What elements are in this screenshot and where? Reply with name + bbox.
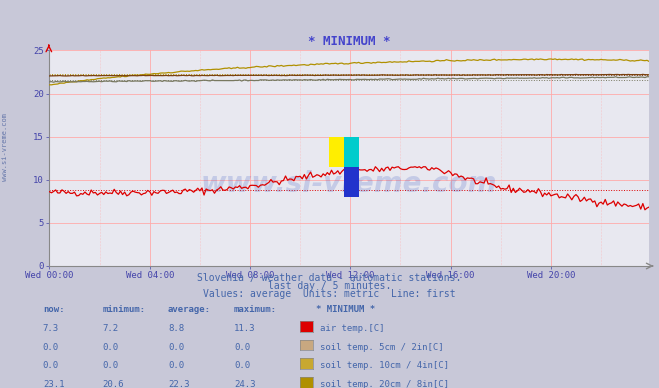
Text: 24.3: 24.3 bbox=[234, 380, 256, 388]
FancyBboxPatch shape bbox=[344, 137, 358, 167]
Text: maximum:: maximum: bbox=[234, 305, 277, 314]
Text: 8.8: 8.8 bbox=[168, 324, 184, 333]
Text: 0.0: 0.0 bbox=[43, 361, 59, 370]
Text: www.si-vreme.com: www.si-vreme.com bbox=[2, 113, 9, 182]
Text: 0.0: 0.0 bbox=[234, 361, 250, 370]
Text: 7.3: 7.3 bbox=[43, 324, 59, 333]
Text: last day / 5 minutes.: last day / 5 minutes. bbox=[268, 281, 391, 291]
Title: * MINIMUM *: * MINIMUM * bbox=[308, 35, 391, 48]
FancyBboxPatch shape bbox=[330, 137, 344, 167]
Text: 0.0: 0.0 bbox=[168, 343, 184, 352]
Text: now:: now: bbox=[43, 305, 65, 314]
Text: 22.3: 22.3 bbox=[168, 380, 190, 388]
Text: 11.3: 11.3 bbox=[234, 324, 256, 333]
Text: soil temp. 20cm / 8in[C]: soil temp. 20cm / 8in[C] bbox=[320, 380, 449, 388]
Text: www.si-vreme.com: www.si-vreme.com bbox=[201, 170, 498, 198]
Text: 20.6: 20.6 bbox=[102, 380, 124, 388]
Text: soil temp. 10cm / 4in[C]: soil temp. 10cm / 4in[C] bbox=[320, 361, 449, 370]
Text: minimum:: minimum: bbox=[102, 305, 145, 314]
Text: Slovenia / weather data - automatic stations.: Slovenia / weather data - automatic stat… bbox=[197, 273, 462, 283]
Text: 0.0: 0.0 bbox=[168, 361, 184, 370]
Text: 0.0: 0.0 bbox=[43, 343, 59, 352]
Text: 23.1: 23.1 bbox=[43, 380, 65, 388]
Text: average:: average: bbox=[168, 305, 211, 314]
Text: air temp.[C]: air temp.[C] bbox=[320, 324, 384, 333]
FancyBboxPatch shape bbox=[344, 167, 358, 197]
Text: * MINIMUM *: * MINIMUM * bbox=[316, 305, 376, 314]
Text: 0.0: 0.0 bbox=[234, 343, 250, 352]
Text: 0.0: 0.0 bbox=[102, 343, 118, 352]
Text: 0.0: 0.0 bbox=[102, 361, 118, 370]
Text: 7.2: 7.2 bbox=[102, 324, 118, 333]
Text: Values: average  Units: metric  Line: first: Values: average Units: metric Line: firs… bbox=[203, 289, 456, 299]
Text: soil temp. 5cm / 2in[C]: soil temp. 5cm / 2in[C] bbox=[320, 343, 444, 352]
